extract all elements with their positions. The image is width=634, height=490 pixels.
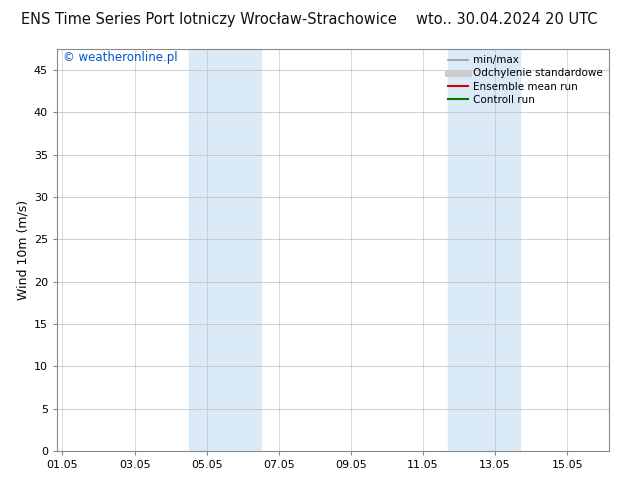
- Legend: min/max, Odchylenie standardowe, Ensemble mean run, Controll run: min/max, Odchylenie standardowe, Ensembl…: [443, 51, 607, 109]
- Y-axis label: Wind 10m (m/s): Wind 10m (m/s): [16, 200, 30, 300]
- Text: © weatheronline.pl: © weatheronline.pl: [63, 51, 177, 64]
- Text: ENS Time Series Port lotniczy Wrocław-Strachowice: ENS Time Series Port lotniczy Wrocław-St…: [22, 12, 397, 27]
- Bar: [448, 49, 521, 451]
- Text: wto.. 30.04.2024 20 UTC: wto.. 30.04.2024 20 UTC: [417, 12, 598, 27]
- Bar: [189, 49, 261, 451]
